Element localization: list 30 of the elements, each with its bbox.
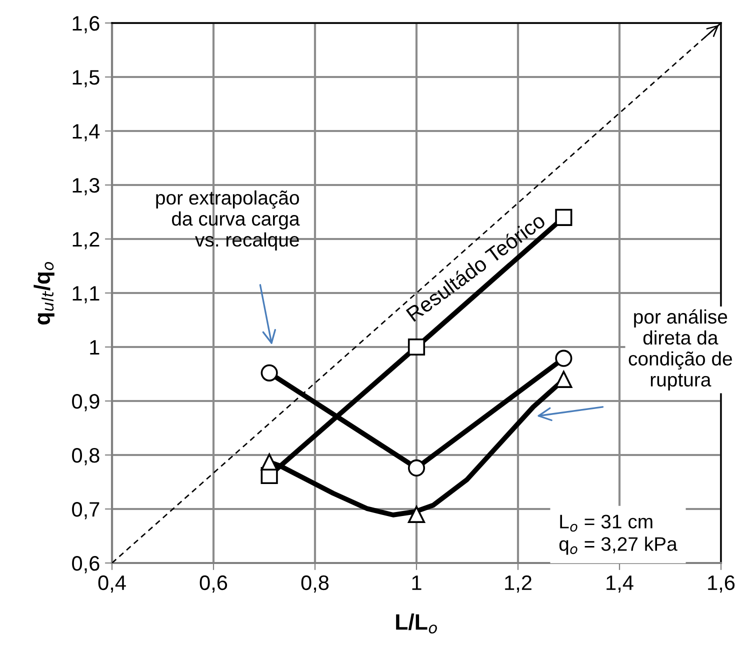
y-tick-label: 1,6 — [72, 16, 100, 34]
y-tick-label: 0,7 — [72, 502, 100, 520]
y-tick-label: 1,4 — [72, 124, 100, 142]
x-tick-label: 0,6 — [200, 575, 228, 593]
y-tick-label: 0,6 — [72, 556, 100, 574]
x-axis-title: L/L$_{o}$ — [396, 614, 437, 634]
x-tick-label: 0,8 — [301, 575, 329, 593]
y-tick-label: 1,3 — [72, 178, 100, 196]
point — [260, 364, 278, 382]
point — [408, 506, 426, 523]
point — [555, 350, 572, 367]
y-tick-label: 1 — [90, 340, 100, 355]
y-tick-label: 0,9 — [72, 394, 100, 412]
x-tick-label: 1,2 — [505, 575, 532, 593]
x-tick-label: 1,4 — [606, 576, 634, 593]
y-tick-label: 1,1 — [72, 286, 100, 304]
y-tick-label: 0,8 — [72, 448, 100, 466]
y-axis-title: q$_{ult}$/q$_{o}$ — [34, 262, 54, 325]
annotation: por extrapolação da curva carga vs. recalque — [156, 190, 300, 250]
annotation: L$_{o}$ = 31 cm q$_{o}$ = 3,27 kPa — [559, 514, 678, 555]
point — [555, 208, 572, 226]
point — [408, 338, 426, 356]
y-tick-label: 1,5 — [72, 70, 100, 88]
x-tick-label: 0,4 — [98, 575, 126, 593]
x-tick-label: 1 — [412, 576, 422, 590]
y-tick-label: 1,2 — [72, 232, 100, 250]
point — [260, 453, 278, 471]
x-tick-label: 1,6 — [708, 575, 735, 593]
point — [408, 459, 426, 477]
annotation: por análise direta da condição de ruptura — [628, 309, 732, 390]
